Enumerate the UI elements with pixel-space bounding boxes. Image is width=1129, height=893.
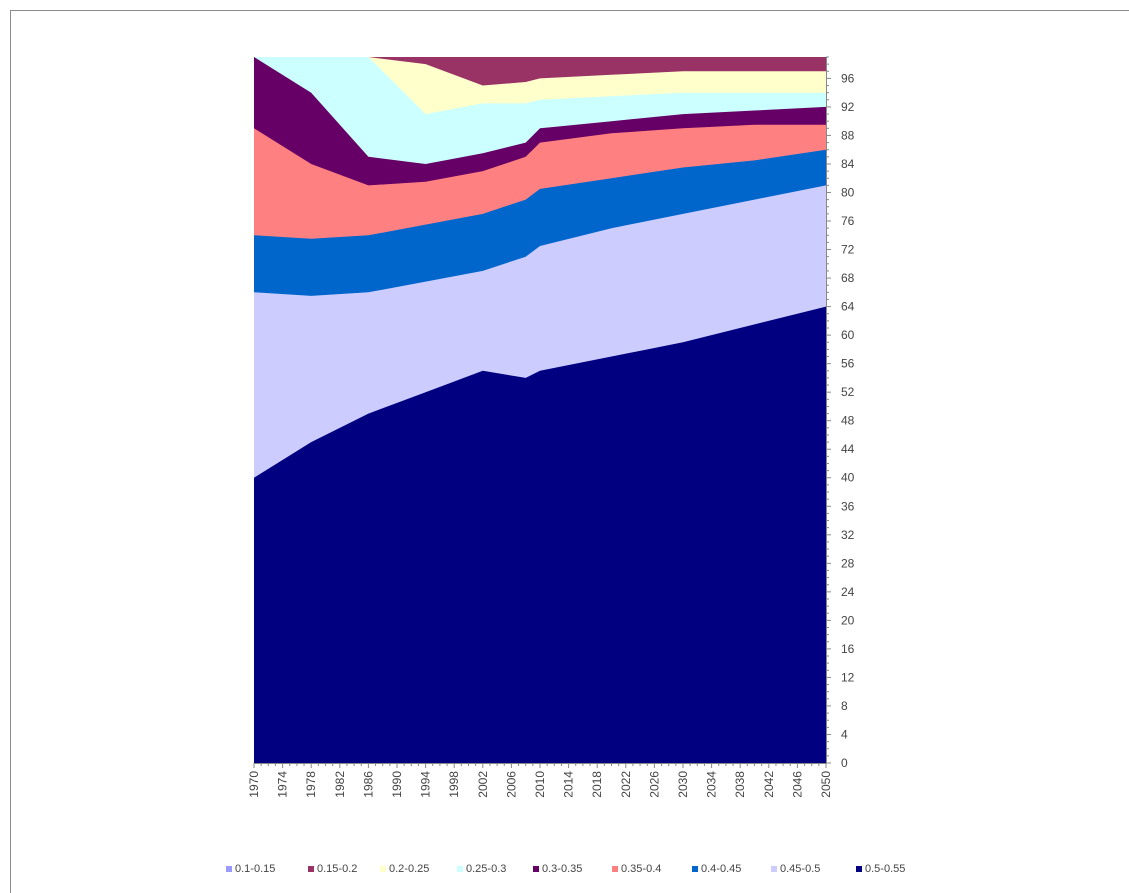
chart-frame [10,10,1129,893]
y-tick-label: 72 [841,243,855,257]
y-tick-label: 60 [841,328,855,342]
x-tick-label: 2006 [504,771,518,798]
legend-label: 0.4-0.45 [701,863,741,875]
legend-swatch [226,866,232,872]
x-tick-label: 2018 [590,771,604,798]
legend-label: 0.45-0.5 [780,863,820,875]
legend-label: 0.35-0.4 [621,863,661,875]
x-tick-label: 2022 [619,771,633,798]
x-tick-label: 1970 [247,771,261,798]
x-tick-label: 1998 [447,771,461,798]
y-tick-label: 40 [841,471,855,485]
legend-swatch [856,866,862,872]
x-tick-label: 2030 [676,771,690,798]
x-tick-label: 1990 [390,771,404,798]
x-tick-label: 1982 [333,771,347,798]
legend-label: 0.3-0.35 [542,863,582,875]
x-tick-label: 2038 [733,771,747,798]
x-tick-label: 1994 [419,771,433,798]
y-tick-label: 36 [841,499,855,513]
legend-swatch [771,866,777,872]
y-tick-label: 56 [841,357,855,371]
y-tick-label: 28 [841,556,855,570]
legend-label: 0.5-0.55 [865,863,905,875]
legend-label: 0.25-0.3 [466,863,506,875]
legend-swatch [612,866,618,872]
y-tick-label: 8 [841,699,848,713]
legend-swatch [692,866,698,872]
legend-label: 0.1-0.15 [235,863,275,875]
x-axis: 1970 1974 1978 1982 1986 1990 1994 1998 2002 2006… [247,763,833,798]
legend-label: 0.15-0.2 [317,863,357,875]
y-tick-label: 44 [841,442,855,456]
x-tick-label: 2042 [762,771,776,798]
y-axis: 0481216202428323640444852566064687276808… [826,56,855,770]
x-tick-label: 2046 [790,771,804,798]
y-tick-label: 88 [841,128,855,142]
x-tick-label: 2014 [562,771,576,798]
y-tick-label: 32 [841,528,855,542]
y-tick-label: 12 [841,670,855,684]
y-tick-label: 16 [841,642,855,656]
legend-label: 0.2-0.25 [389,863,429,875]
x-tick-label: 1974 [276,771,290,798]
y-tick-label: 80 [841,185,855,199]
x-tick-label: 2050 [819,771,833,798]
x-tick-label: 2002 [476,771,490,798]
x-tick-label: 2010 [533,771,547,798]
y-tick-label: 4 [841,727,848,741]
x-tick-label: 2034 [705,771,719,798]
y-tick-label: 48 [841,414,855,428]
legend: 0.1-0.15 0.15-0.2 0.2-0.25 0.25-0.3 0.3-0.35… [226,863,905,875]
y-tick-label: 68 [841,271,855,285]
legend-swatch [380,866,386,872]
legend-swatch [457,866,463,872]
y-tick-label: 84 [841,157,855,171]
y-tick-label: 24 [841,585,855,599]
x-tick-label: 2026 [647,771,661,798]
y-tick-label: 20 [841,613,855,627]
x-tick-label: 1986 [361,771,375,798]
y-tick-label: 92 [841,100,855,114]
area-layers [254,57,826,763]
legend-swatch [533,866,539,872]
y-tick-label: 96 [841,71,855,85]
y-tick-label: 76 [841,214,855,228]
y-tick-label: 64 [841,300,855,314]
legend-swatch [308,866,314,872]
x-tick-label: 1978 [304,771,318,798]
area-0.5-0.55 [254,306,826,763]
y-tick-label: 0 [841,756,848,770]
y-tick-label: 52 [841,385,855,399]
